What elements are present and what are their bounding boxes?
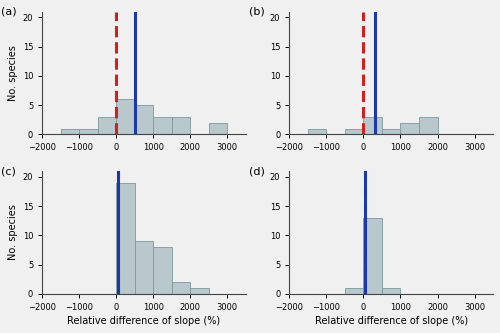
Bar	[400, 123, 419, 135]
Bar	[382, 288, 400, 294]
Bar	[345, 288, 364, 294]
Text: (b): (b)	[248, 7, 264, 17]
Bar	[172, 282, 191, 294]
Bar	[209, 123, 228, 135]
Text: (c): (c)	[2, 166, 16, 176]
Text: (a): (a)	[2, 7, 17, 17]
Y-axis label: No. species: No. species	[8, 204, 18, 260]
Bar	[98, 117, 116, 135]
Bar	[79, 129, 98, 135]
X-axis label: Relative difference of slope (%): Relative difference of slope (%)	[68, 316, 220, 326]
Bar	[308, 129, 326, 135]
Bar	[364, 218, 382, 294]
Bar	[154, 117, 172, 135]
Bar	[116, 99, 134, 135]
Bar	[172, 117, 191, 135]
Text: (d): (d)	[248, 166, 264, 176]
Bar	[382, 129, 400, 135]
X-axis label: Relative difference of slope (%): Relative difference of slope (%)	[314, 316, 468, 326]
Bar	[154, 247, 172, 294]
Bar	[190, 288, 209, 294]
Bar	[116, 183, 134, 294]
Bar	[345, 129, 364, 135]
Bar	[419, 117, 438, 135]
Y-axis label: No. species: No. species	[8, 45, 18, 101]
Bar	[134, 105, 154, 135]
Bar	[134, 241, 154, 294]
Bar	[364, 117, 382, 135]
Bar	[60, 129, 79, 135]
